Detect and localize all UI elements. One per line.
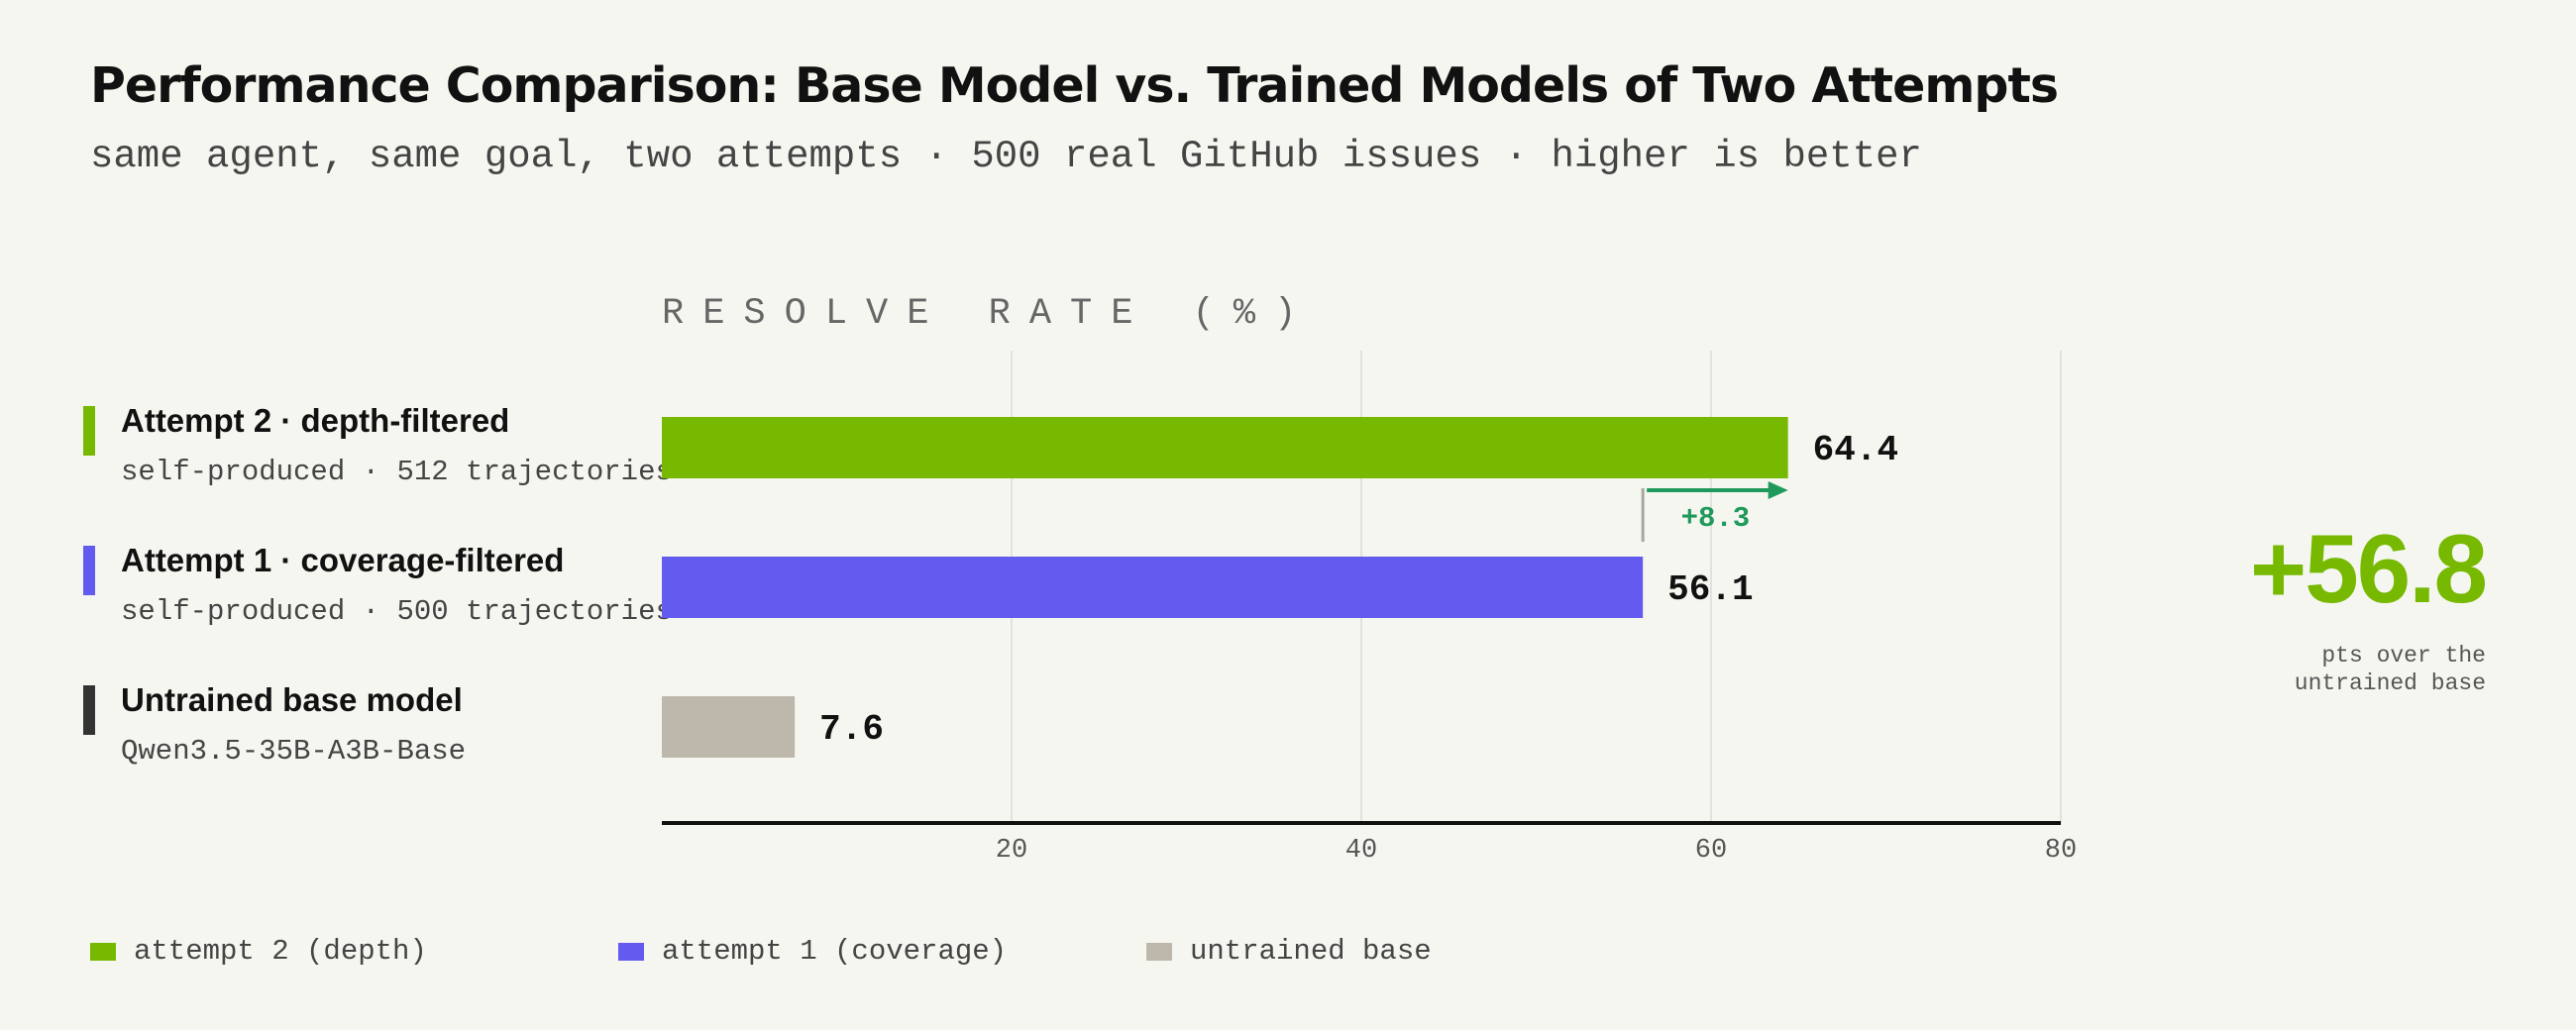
legend-label-base: untrained base: [1190, 935, 1432, 968]
row-name-base: Untrained base model: [121, 681, 463, 718]
legend-label-attempt-2: attempt 2 (depth): [134, 935, 427, 968]
row-desc-base: Qwen3.5-35B-A3B-Base: [121, 735, 467, 768]
row-desc-attempt-1: self-produced · 500 trajectories: [121, 595, 673, 628]
headline-caption-line-1: pts over the: [2321, 643, 2486, 669]
bar-value-attempt-2: 64.4: [1813, 430, 1898, 470]
legend-swatch-base: [1146, 943, 1172, 961]
legend-swatch-attempt-1: [618, 943, 644, 961]
bar-attempt-1: [662, 557, 1644, 618]
x-axis-title: RESOLVE RATE (%): [662, 293, 1316, 335]
headline-caption: pts over the untrained base: [2189, 642, 2486, 697]
headline-stat: +56.8: [2250, 514, 2488, 623]
bar-attempt-2: [662, 417, 1788, 478]
row-accent-attempt-1: [83, 546, 95, 595]
bar-base: [662, 696, 796, 758]
x-tick-label-80: 80: [2045, 836, 2077, 866]
delta-label: +8.3: [1681, 502, 1751, 535]
bar-value-attempt-1: 56.1: [1667, 569, 1753, 610]
row-name-attempt-2: Attempt 2 · depth-filtered: [121, 402, 510, 439]
x-tick-label-40: 40: [1345, 836, 1377, 866]
row-accent-base: [83, 685, 95, 735]
legend-label-attempt-1: attempt 1 (coverage): [662, 935, 1008, 968]
x-tick-label-60: 60: [1695, 836, 1727, 866]
delta-arrow-head: [1768, 481, 1788, 499]
chart-title: Performance Comparison: Base Model vs. T…: [90, 57, 2059, 114]
x-tick-label-20: 20: [996, 836, 1027, 866]
bar-value-base: 7.6: [819, 709, 884, 750]
chart-subtitle: same agent, same goal, two attempts · 50…: [90, 135, 1922, 178]
headline-caption-line-2: untrained base: [2294, 670, 2486, 696]
row-name-attempt-1: Attempt 1 · coverage-filtered: [121, 542, 565, 578]
row-desc-attempt-2: self-produced · 512 trajectories: [121, 456, 673, 488]
row-accent-attempt-2: [83, 406, 95, 456]
legend-swatch-attempt-2: [90, 943, 116, 961]
